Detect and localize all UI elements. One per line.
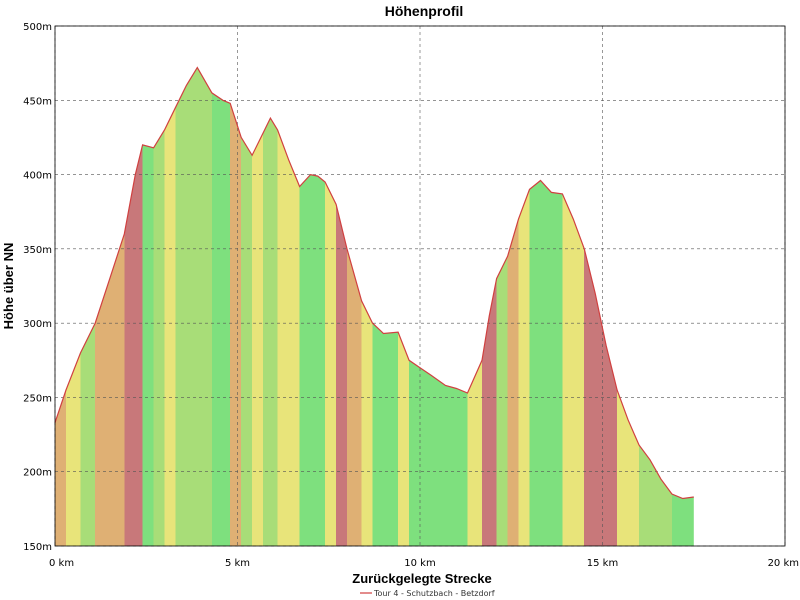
series-line-tour-4 (54, 66, 694, 500)
y-axis-title: Höhe über NN (1, 243, 16, 330)
legend-label: Tour 4 - Schutzbach - Betzdorf (373, 589, 495, 598)
x-axis-title: Zurückgelegte Strecke (352, 571, 491, 586)
x-tick-label: 10 km (404, 558, 435, 569)
x-tick-label: 20 km (768, 558, 799, 569)
chart-title: Höhenprofil (385, 3, 464, 19)
plot-frame (54, 25, 786, 547)
y-tick-label: 150m (23, 542, 52, 553)
y-tick-label: 400m (23, 171, 52, 182)
x-tick-label: 15 km (587, 558, 618, 569)
x-axis: 0 km 5 km 10 km 15 km 20 km (49, 558, 799, 569)
y-tick-label: 200m (23, 468, 52, 479)
y-tick-label: 300m (23, 319, 52, 330)
y-tick-label: 500m (23, 22, 52, 33)
x-tick-label: 5 km (225, 558, 250, 569)
x-tick-label: 0 km (49, 558, 74, 569)
y-axis: 150m 200m 250m 300m 350m 400m 450m 500m (23, 22, 52, 553)
y-tick-label: 450m (23, 96, 52, 107)
legend: Tour 4 - Schutzbach - Betzdorf (360, 589, 495, 598)
y-tick-label: 250m (23, 393, 52, 404)
y-tick-label: 350m (23, 245, 52, 256)
